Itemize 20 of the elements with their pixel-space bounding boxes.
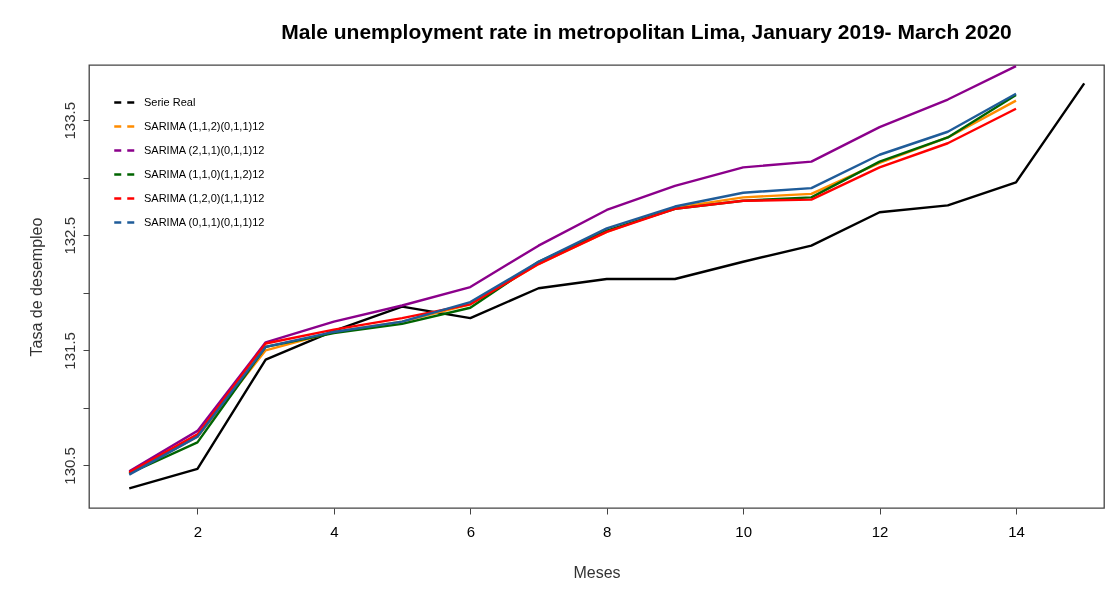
x-tick-label: 2 [193,522,203,540]
y-tick-label: 133.5 [60,101,78,140]
x-tick-label: 10 [735,522,752,540]
x-axis-title: Meses [573,563,621,581]
x-tick-label: 6 [466,522,475,540]
y-tick-label: 130.5 [60,447,78,485]
y-axis-title: Tasa de desempleo [27,217,45,357]
y-tick-label: 131.5 [60,332,78,370]
legend-label: SARIMA (2,1,1)(0,1,1)12 [144,143,265,156]
x-tick-label: 14 [1008,522,1025,540]
y-tick-label: 132.5 [60,217,78,255]
legend-label: SARIMA (1,2,0)(1,1,1)12 [144,191,265,204]
x-tick-label: 8 [603,522,612,540]
legend-label: SARIMA (0,1,1)(0,1,1)12 [144,215,265,228]
x-tick-label: 4 [330,522,339,540]
chart-title: Male unemployment rate in metropolitan Lima, January 2019- March 2020 [281,20,1012,43]
legend-label: SARIMA (1,1,0)(1,1,2)12 [144,167,265,180]
legend-label: Serie Real [144,95,196,108]
legend-label: SARIMA (1,1,2)(0,1,1)12 [144,119,265,132]
x-tick-label: 12 [871,522,889,540]
